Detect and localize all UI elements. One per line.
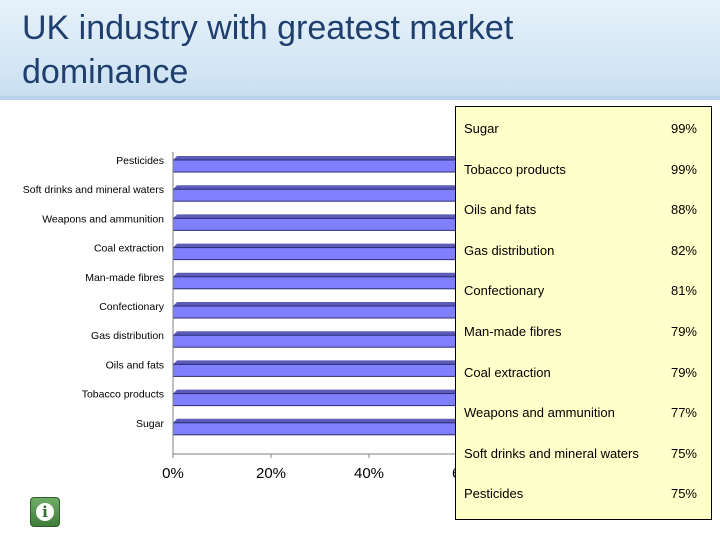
table-row: Confectionary 81%: [456, 271, 711, 311]
bar-top: [173, 331, 455, 336]
category-label: Oils and fats: [106, 359, 164, 371]
table-row: Tobacco products 99%: [456, 150, 711, 190]
bar-top: [173, 418, 455, 423]
bar-top: [173, 156, 455, 160]
bar: [172, 422, 455, 436]
row-industry: Coal extraction: [464, 364, 551, 380]
row-industry: Tobacco products: [464, 161, 566, 177]
bar-top: [173, 214, 455, 219]
category-label: Man-made fibres: [85, 272, 164, 284]
table-row: Weapons and ammunition 77%: [456, 393, 711, 433]
bar-top: [173, 243, 455, 248]
row-industry: Sugar: [464, 121, 499, 136]
row-share: 79%: [670, 364, 697, 380]
row-industry: Weapons and ammunition: [464, 405, 615, 421]
table-row: Soft drinks and mineral waters 75%: [456, 434, 711, 474]
x-tick-label: 0%: [162, 465, 184, 482]
category-label: Gas distribution: [91, 330, 164, 342]
table-row: Man-made fibres 79%: [456, 312, 711, 352]
x-tick-label: 40%: [354, 465, 384, 482]
row-share: 81%: [670, 283, 697, 299]
x-tick-label: 60%: [452, 465, 455, 482]
category-label: Tobacco products: [82, 389, 164, 401]
bar: [172, 393, 455, 407]
bar: [172, 188, 455, 202]
category-label: Pesticides: [116, 155, 164, 167]
row-industry: Pesticides: [464, 486, 524, 502]
bar: [172, 217, 455, 231]
row-share: 88%: [670, 202, 697, 218]
row-share: 79%: [670, 324, 697, 339]
category-label: Confectionary: [99, 301, 165, 313]
table-row: Pesticides 75%: [456, 474, 711, 514]
row-industry: Gas distribution: [464, 242, 555, 258]
row-industry: Man-made fibres: [464, 324, 562, 339]
info-icon: [36, 503, 54, 521]
bar: [172, 247, 455, 261]
bar-top: [173, 185, 455, 190]
bar-top: [173, 360, 455, 365]
bar: [172, 363, 455, 377]
bar-top: [173, 302, 455, 306]
table-row: Gas distribution 82%: [456, 231, 711, 271]
bar: [172, 276, 455, 290]
row-share: 75%: [670, 445, 697, 461]
info-glyph: i: [42, 503, 48, 521]
info-button[interactable]: i: [30, 497, 60, 527]
row-industry: Soft drinks and mineral waters: [464, 445, 639, 461]
table-row: Oils and fats 88%: [456, 190, 711, 230]
row-share: 77%: [670, 405, 697, 421]
table-row: Sugar 99%: [456, 109, 711, 149]
row-share: 99%: [670, 121, 697, 136]
row-industry: Oils and fats: [464, 202, 537, 218]
title-banner: UK industry with greatest market dominan…: [0, 0, 720, 100]
category-label: Soft drinks and mineral waters: [23, 184, 164, 196]
bar-top: [173, 389, 455, 394]
slide-title: UK industry with greatest market dominan…: [22, 9, 514, 91]
table-row: Coal extraction 79%: [456, 353, 711, 393]
bar-chart: Pesticides Soft drinks and mineral waters…: [23, 152, 455, 482]
bar-top: [173, 272, 455, 277]
category-label: Weapons and ammunition: [42, 213, 164, 225]
row-share: 99%: [670, 161, 697, 177]
category-label: Sugar: [136, 418, 165, 430]
banner-divider: [0, 96, 720, 100]
bar: [172, 305, 455, 319]
bar: [172, 159, 455, 173]
row-industry: Confectionary: [464, 283, 545, 299]
x-tick-label: 20%: [256, 465, 286, 482]
category-label: Coal extraction: [94, 243, 164, 255]
row-share: 82%: [670, 242, 697, 258]
row-share: 75%: [670, 486, 697, 502]
data-table: Sugar 99% Tobacco products 99% Oils and fats…: [455, 106, 712, 520]
bar: [172, 334, 455, 348]
